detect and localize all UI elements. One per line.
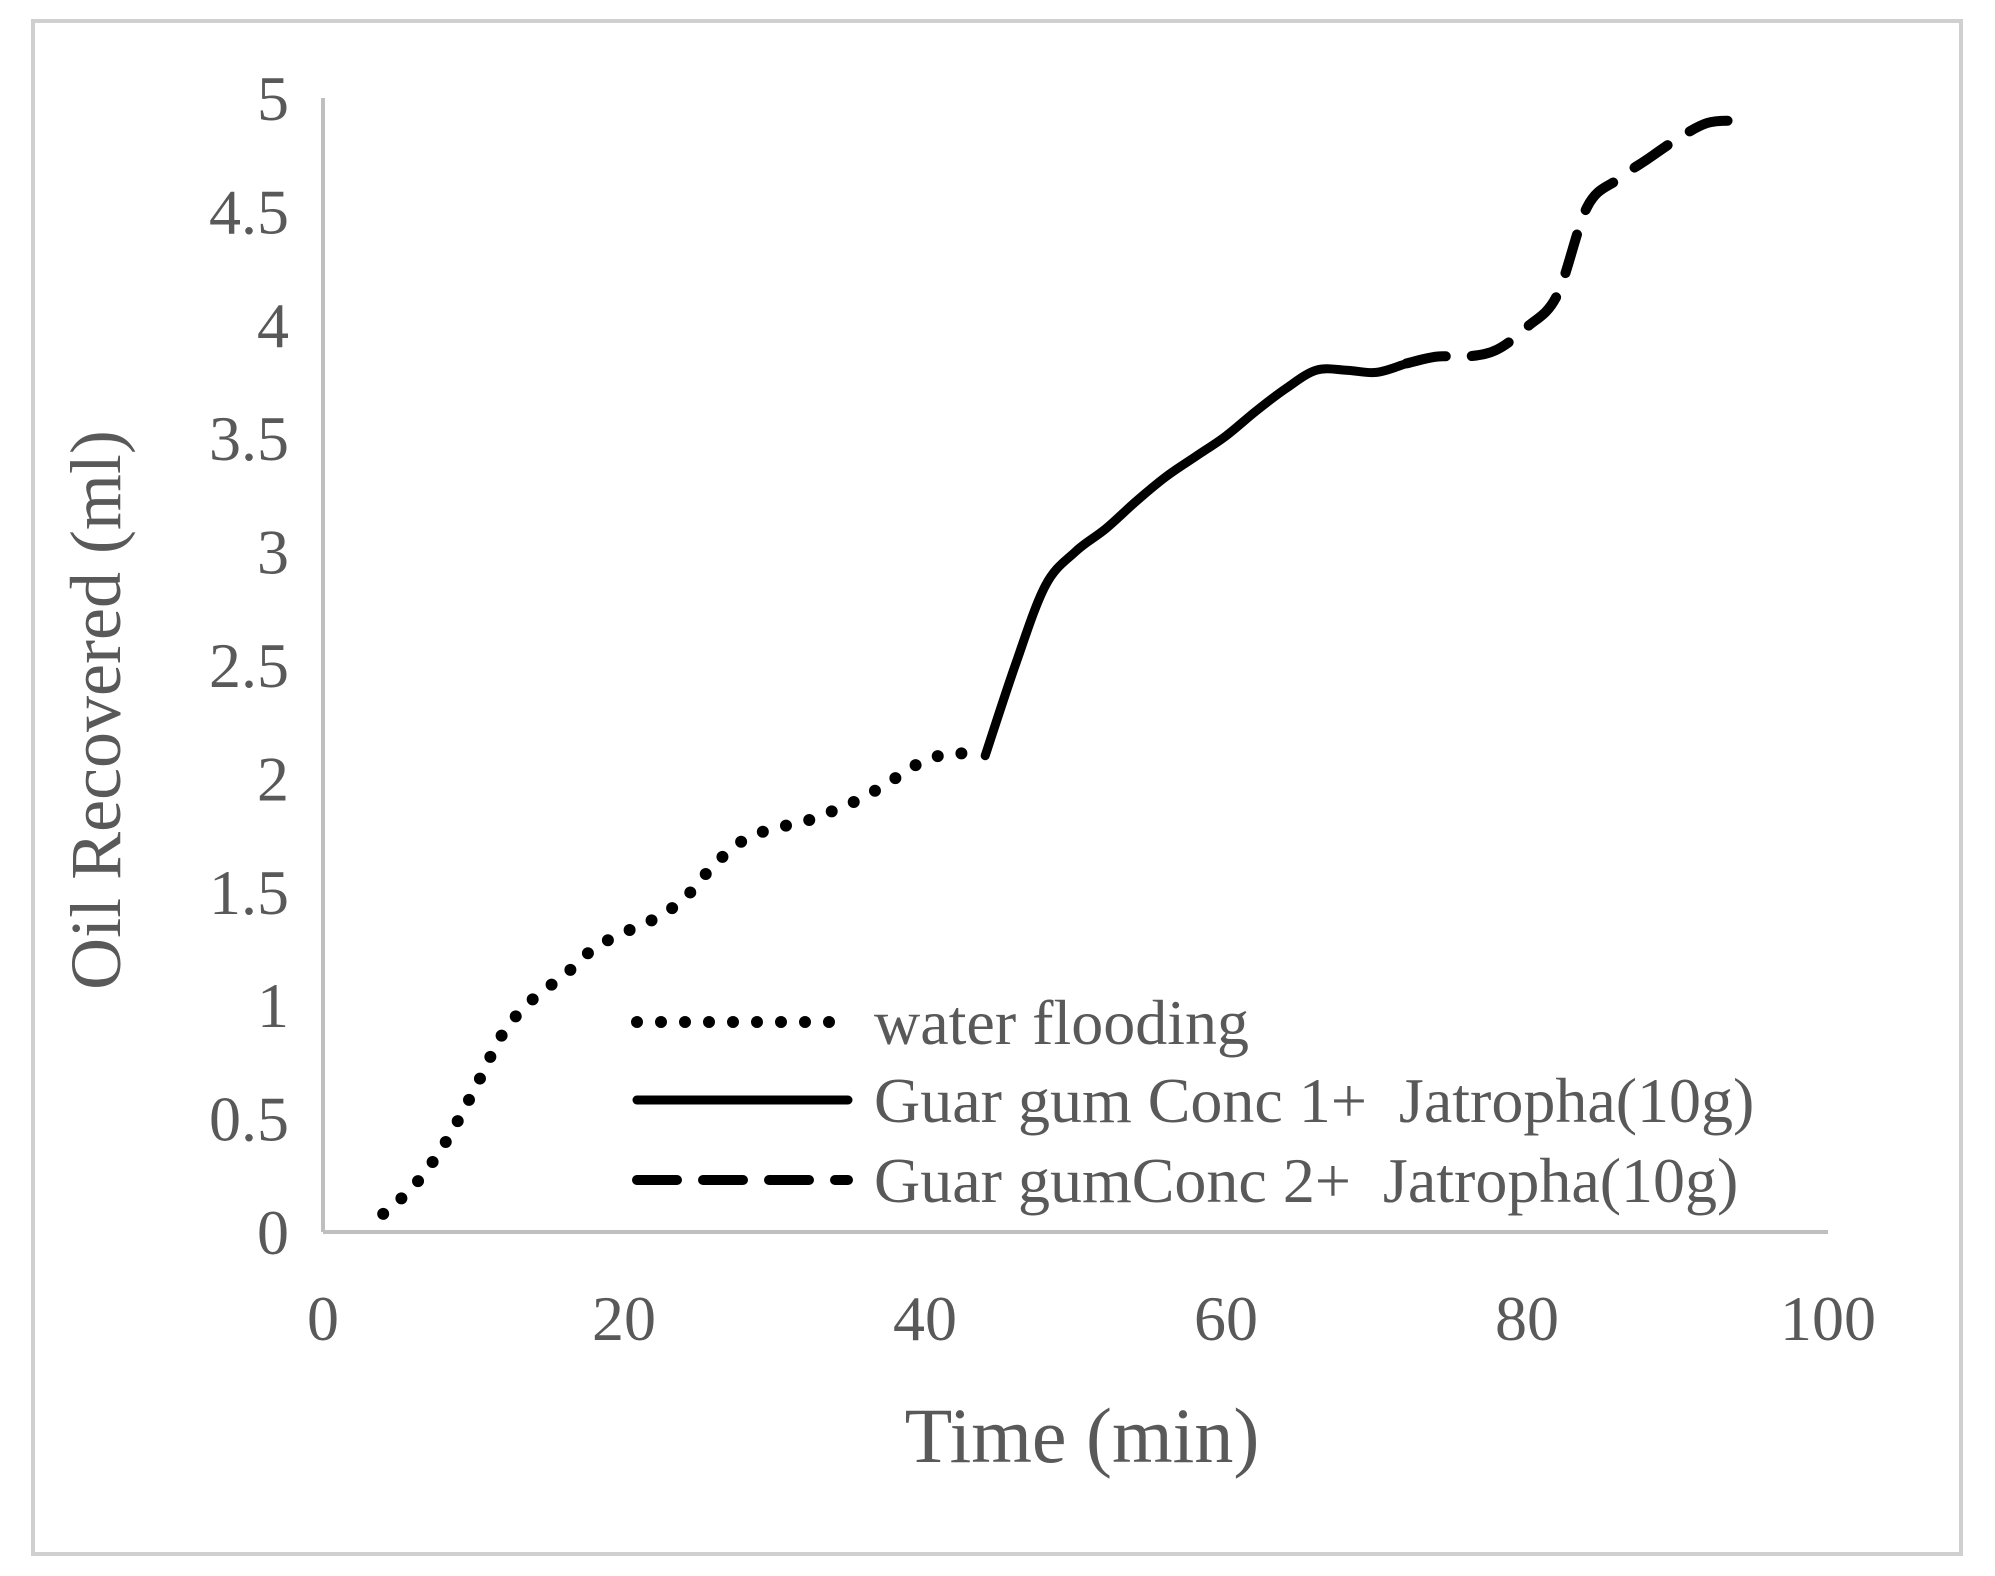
y-tick-label: 4	[257, 290, 289, 361]
y-tick-label: 3.5	[209, 403, 289, 474]
y-tick-label: 3	[257, 517, 289, 588]
y-tick-label: 4.5	[209, 176, 289, 247]
y-tick-label: 0	[257, 1197, 289, 1268]
x-tick-label: 100	[1780, 1283, 1876, 1354]
series-line-1	[377, 747, 992, 1220]
y-tick-label: 5	[257, 63, 289, 134]
chart-frame	[31, 19, 1963, 1556]
x-tick-label: 80	[1495, 1283, 1559, 1354]
legend-label-3: Guar gumConc 2+ Jatropha(10g)	[874, 1145, 1738, 1216]
y-tick-label: 1.5	[209, 857, 289, 928]
series-line-2	[980, 358, 1412, 761]
series-line-3	[1401, 115, 1743, 369]
legend-label-1: water flooding	[874, 987, 1249, 1058]
y-tick-label: 0.5	[209, 1084, 289, 1155]
y-axis-title: Oil Recovered (ml)	[56, 430, 136, 990]
y-tick-label: 1	[257, 970, 289, 1041]
x-tick-label: 40	[893, 1283, 957, 1354]
x-tick-label: 20	[592, 1283, 656, 1354]
x-tick-label: 0	[307, 1283, 339, 1354]
y-tick-label: 2	[257, 743, 289, 814]
y-tick-label: 2.5	[209, 630, 289, 701]
legend-label-2: Guar gum Conc 1+ Jatropha(10g)	[874, 1065, 1754, 1136]
x-axis-title: Time (min)	[905, 1392, 1260, 1479]
x-tick-label: 60	[1194, 1283, 1258, 1354]
